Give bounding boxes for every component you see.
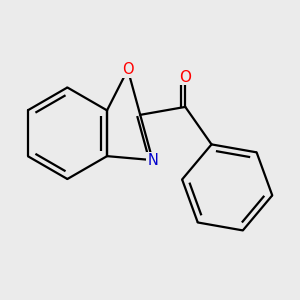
Text: O: O — [122, 62, 134, 77]
Text: N: N — [147, 153, 158, 168]
Text: O: O — [179, 70, 191, 85]
